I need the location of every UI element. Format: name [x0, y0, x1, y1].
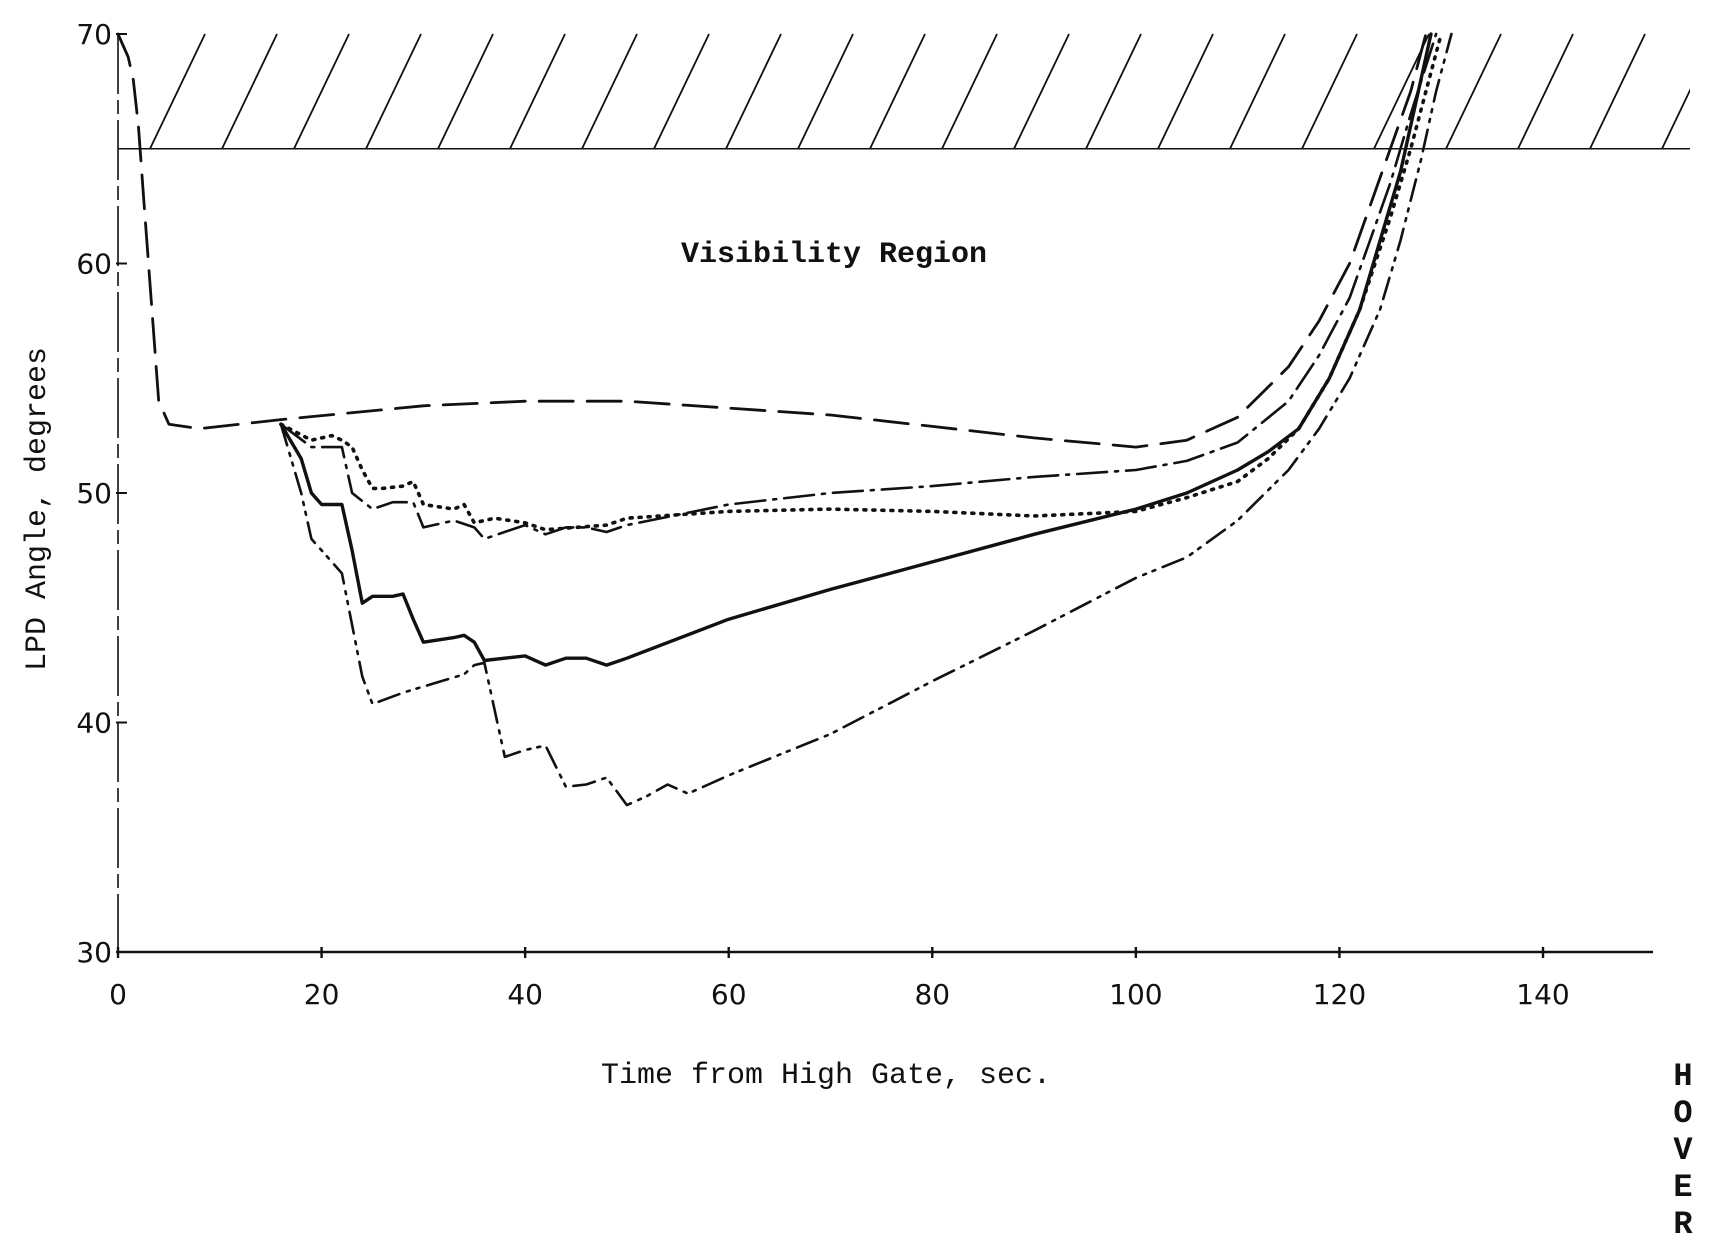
hatch-region [118, 33, 1690, 150]
hatch-mark [1661, 88, 1690, 149]
hover-letter: O [1673, 1095, 1692, 1132]
hatch-mark [293, 33, 350, 149]
hatch-mark [941, 33, 998, 149]
y-tick-label: 70 [76, 18, 112, 51]
x-tick-label: 60 [711, 978, 747, 1011]
hover-letter: H [1673, 1058, 1692, 1095]
x-tick-label: 140 [1516, 978, 1569, 1011]
hatch-mark [365, 33, 422, 149]
hatch-mark [1301, 33, 1358, 149]
hatch-mark [437, 33, 494, 149]
hatch-mark [581, 33, 638, 149]
hatch-mark [1157, 33, 1214, 149]
y-tick-label: 60 [76, 248, 112, 281]
series-line-dash-dot [279, 32, 1438, 541]
hatch-lines [149, 33, 1690, 149]
hatch-mark [653, 33, 710, 149]
series-line-dash-dot-dot [279, 32, 1453, 807]
x-tick-label: 120 [1313, 978, 1366, 1011]
series-line-long-dash [116, 32, 1428, 449]
hover-letter: V [1673, 1132, 1693, 1169]
hatch-mark [1013, 33, 1070, 149]
y-tick-label: 40 [76, 707, 112, 740]
y-tick-label: 50 [76, 477, 112, 510]
hatch-mark [869, 33, 926, 149]
hover-letter: E [1673, 1169, 1692, 1206]
y-tick-label: 30 [76, 936, 112, 969]
axes [116, 33, 1653, 958]
x-tick-label: 20 [304, 978, 340, 1011]
series-line-dotted [279, 32, 1443, 532]
hatch-mark [1517, 33, 1574, 149]
hatch-mark [1229, 33, 1286, 149]
hatch-mark [149, 33, 206, 149]
x-axis-title: Time from High Gate, sec. [601, 1059, 1051, 1093]
hatch-mark [509, 33, 566, 149]
series-line-solid [279, 32, 1433, 667]
hatch-mark [221, 33, 278, 149]
x-tick-label: 40 [507, 978, 543, 1011]
x-tick-label: 0 [109, 978, 127, 1011]
hover-letter: R [1673, 1206, 1693, 1243]
x-tick-label: 80 [914, 978, 950, 1011]
x-tick-label: 100 [1109, 978, 1162, 1011]
hatch-mark [1445, 33, 1502, 149]
series-group [116, 32, 1453, 807]
y-axis-title: LPD Angle, degrees [21, 347, 55, 671]
visibility-region-label: Visibility Region [681, 238, 987, 272]
hatch-mark [797, 33, 854, 149]
hatch-mark [1589, 33, 1646, 149]
hatch-mark [1085, 33, 1142, 149]
hatch-mark [725, 33, 782, 149]
labels: 0 20 40 60 80 100 120 140 30 40 50 60 70 Time from Hi… [21, 18, 1693, 1243]
